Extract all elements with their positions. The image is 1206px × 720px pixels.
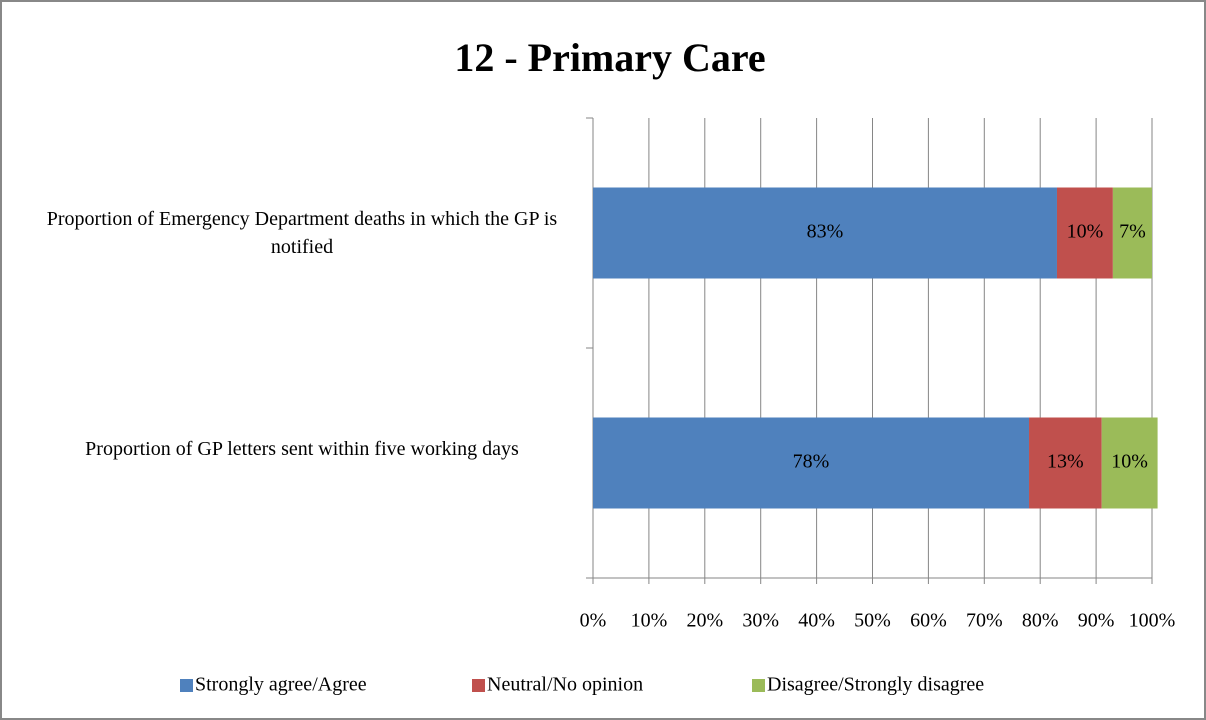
x-tick-label: 30%	[742, 610, 779, 632]
x-tick-label: 20%	[686, 610, 723, 632]
legend-swatch	[752, 679, 765, 692]
bar-segment	[593, 417, 1030, 509]
bar-segment	[1029, 417, 1102, 509]
x-tick-label: 0%	[580, 610, 607, 632]
x-tick-label: 100%	[1129, 610, 1176, 632]
x-tick-label: 80%	[1022, 610, 1059, 632]
x-tick-label: 90%	[1078, 610, 1115, 632]
bar-segment	[593, 187, 1057, 279]
x-tick-label: 70%	[966, 610, 1003, 632]
data-label: 7%	[1119, 221, 1146, 243]
x-tick-label: 10%	[631, 610, 668, 632]
legend-swatch	[180, 679, 193, 692]
data-label: 83%	[807, 221, 844, 243]
legend-swatch	[472, 679, 485, 692]
legend-label: Neutral/No opinion	[487, 674, 643, 696]
data-label: 10%	[1067, 221, 1104, 243]
chart-title: 12 - Primary Care	[454, 35, 765, 80]
bar-segment	[1101, 417, 1158, 509]
bar-segment	[1056, 187, 1113, 279]
legend-label: Strongly agree/Agree	[195, 674, 367, 696]
bar-segment	[1112, 187, 1152, 279]
x-tick-label: 60%	[910, 610, 947, 632]
legend-label: Disagree/Strongly disagree	[767, 674, 984, 696]
x-tick-label: 40%	[798, 610, 835, 632]
category-label: Proportion of GP letters sent within fiv…	[85, 438, 519, 460]
data-label: 10%	[1111, 451, 1148, 473]
data-label: 13%	[1047, 451, 1084, 473]
data-label: 78%	[793, 451, 830, 473]
category-label: Proportion of Emergency Department death…	[46, 208, 558, 258]
x-tick-label: 50%	[854, 610, 891, 632]
